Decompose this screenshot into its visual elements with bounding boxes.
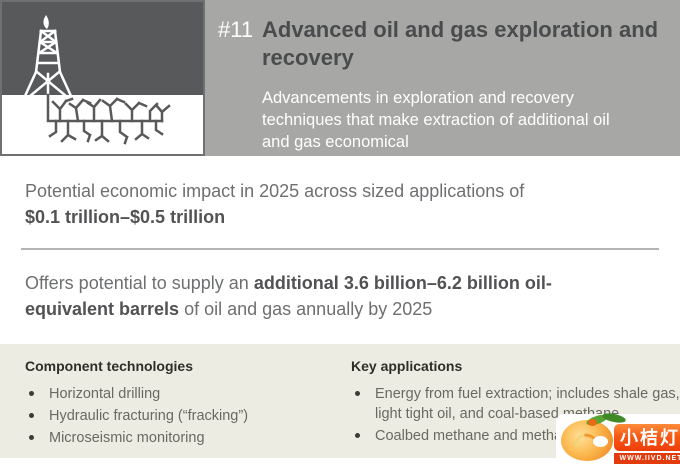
watermark-stem-icon [588,419,597,426]
supply-prefix: Offers potential to supply an [25,273,254,293]
list-item-label: Hydraulic fracturing (“fracking”) [49,408,249,424]
supply-text: Offers potential to supply an additional… [25,270,605,322]
supply-section: Offers potential to supply an additional… [0,250,680,322]
divider [21,248,659,250]
watermark-url-strip: WWW.IIVD.NET [614,453,680,464]
supply-bold: additional 3.6 billion–6.2 billion oil-e… [25,273,552,319]
bullet-list: Energy from fuel extraction; includes sh… [351,384,680,446]
fracking-cracks-icon [46,93,171,145]
component-technologies-column: Component technologies Horizontal drilli… [25,357,351,458]
list-item: Microseismic monitoring [25,428,351,448]
page-title: Advanced oil and gas exploration and rec… [262,17,659,70]
list-item-label: Horizontal drilling [49,386,161,402]
impact-lead: Potential economic impact in 2025 across… [25,181,525,201]
list-item-label: Coalbed methane and methane [375,428,579,444]
watermark-leaf-icon [601,411,627,425]
impact-section: Potential economic impact in 2025 across… [0,156,680,230]
bullet-list: Horizontal drilling Hydraulic fracturing… [25,384,351,448]
watermark: 小桔灯 WWW.IIVD.NET [556,411,680,466]
issue-number: #11 [218,17,254,42]
key-applications-column: Key applications Energy from fuel extrac… [351,357,680,458]
orange-highlight-icon [593,436,608,447]
watermark-url: WWW.IIVD.NET [619,455,680,462]
bullet-dot-icon [355,391,360,396]
header: #11 Advanced oil and gas exploration and… [0,0,680,156]
watermark-name: 小桔灯 [620,427,680,448]
bullet-dot-icon [29,391,34,396]
supply-suffix: of oil and gas annually by 2025 [179,299,433,319]
oil-derrick-illustration [0,0,205,156]
page-subtitle: Advancements in exploration and recovery… [262,88,610,151]
list-item: Energy from fuel extraction; includes sh… [351,384,680,424]
column-heading: Key applications [351,358,463,374]
list-item: Horizontal drilling [25,384,351,404]
bullet-dot-icon [29,413,34,418]
bullet-dot-icon [29,435,34,440]
list-item: Coalbed methane and methane [351,426,680,446]
impact-value: $0.1 trillion–$0.5 trillion [25,207,226,227]
header-panel: #11 Advanced oil and gas exploration and… [205,0,680,156]
watermark-banner: 小桔灯 [614,424,680,451]
column-heading: Component technologies [25,358,193,374]
flare-icon [43,15,49,29]
oil-derrick-icon [0,0,205,156]
list-item-label: Microseismic monitoring [49,430,205,446]
bullet-dot-icon [355,433,360,438]
list-item: Hydraulic fracturing (“fracking”) [25,406,351,426]
derrick-tower-icon [23,29,73,98]
